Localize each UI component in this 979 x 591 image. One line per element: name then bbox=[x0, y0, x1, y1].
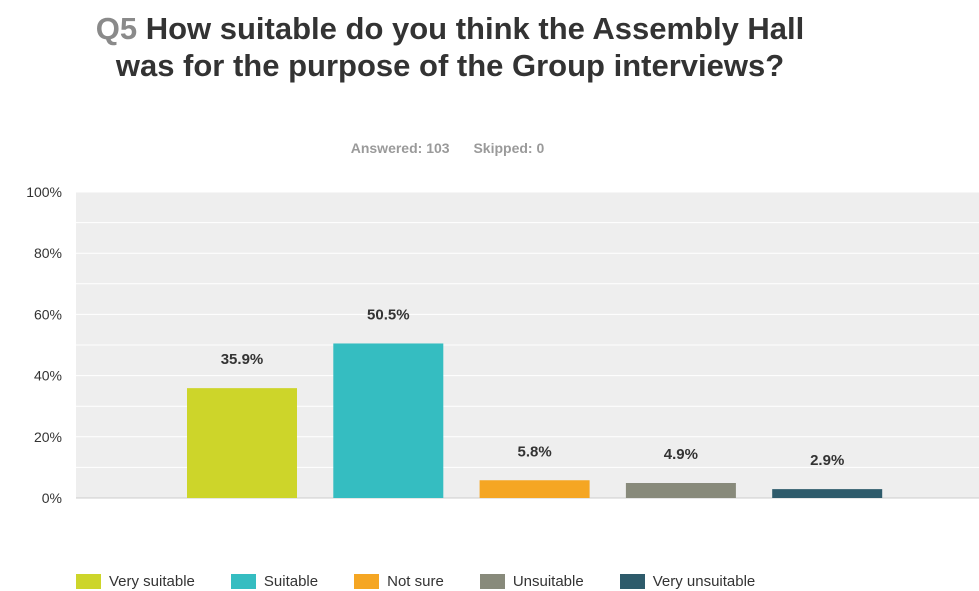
legend-item-very-suitable: Very suitable bbox=[76, 573, 195, 590]
data-label: 5.8% bbox=[517, 443, 551, 460]
legend-item-suitable: Suitable bbox=[230, 572, 319, 590]
question-text: How suitable do you think the Assembly H… bbox=[115, 11, 805, 83]
legend-item-not-sure: Not sure bbox=[354, 573, 444, 590]
bar-suitable bbox=[333, 343, 444, 498]
bar-very-unsuitable bbox=[772, 489, 883, 498]
y-tick-label: 40% bbox=[34, 368, 62, 384]
y-tick-label: 100% bbox=[26, 184, 62, 200]
data-label: 50.5% bbox=[367, 306, 410, 323]
legend-swatch bbox=[354, 573, 380, 589]
legend-swatch bbox=[619, 573, 645, 589]
data-label: 2.9% bbox=[810, 452, 844, 469]
response-summary: Answered: 103 Skipped: 0 bbox=[0, 140, 895, 156]
legend-label: Suitable bbox=[263, 572, 319, 590]
y-tick-label: 20% bbox=[34, 429, 62, 445]
legend-swatch bbox=[230, 573, 256, 589]
data-label: 35.9% bbox=[221, 351, 264, 368]
skipped-count: Skipped: 0 bbox=[473, 140, 545, 156]
y-tick-label: 0% bbox=[42, 490, 62, 506]
legend-item-very-unsuitable: Very unsuitable bbox=[619, 572, 756, 590]
question-number: Q5 bbox=[95, 11, 138, 46]
legend-item-unsuitable: Unsuitable bbox=[479, 572, 584, 590]
bar-unsuitable bbox=[625, 483, 736, 498]
legend-label: Very suitable bbox=[109, 572, 195, 590]
bar-chart: 0% 20% 40% 60% 80% 100% 35.9% 50.5% 5.8% 4.9% 2.9% bbox=[26, 184, 979, 506]
bar-not-sure bbox=[479, 480, 590, 498]
data-label: 4.9% bbox=[664, 446, 698, 463]
question-title: Q5 How suitable do you think the Assembl… bbox=[70, 10, 830, 84]
legend-swatch bbox=[479, 573, 505, 589]
chart-legend: Very suitable Suitable Not sure Unsuitable V… bbox=[76, 571, 791, 591]
legend-label: Not sure bbox=[387, 572, 444, 590]
legend-swatch bbox=[76, 573, 101, 589]
legend-label: Very unsuitable bbox=[652, 572, 756, 590]
answered-count: Answered: 103 bbox=[350, 140, 450, 156]
bar-very-suitable bbox=[187, 388, 297, 498]
y-tick-label: 60% bbox=[34, 306, 62, 322]
y-tick-label: 80% bbox=[34, 245, 62, 261]
legend-label: Unsuitable bbox=[512, 572, 584, 590]
